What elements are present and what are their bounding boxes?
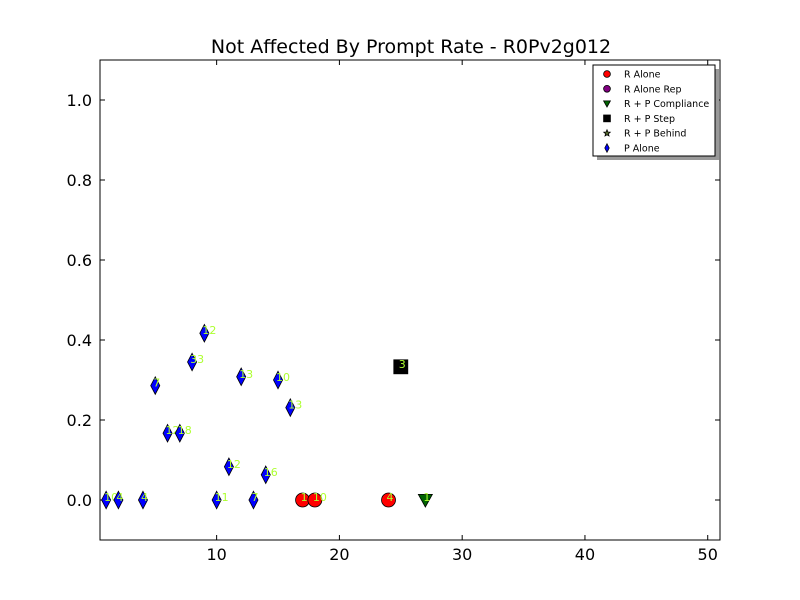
point-label: 16 (264, 466, 278, 479)
point-label: 13 (288, 399, 302, 412)
point-p-alone (285, 397, 296, 418)
x-tick-label: 10 (206, 545, 226, 564)
y-tick-label: 0.8 (67, 171, 92, 190)
point-label: 13 (239, 368, 253, 381)
point-label: 4 (141, 491, 148, 504)
y-tick-label: 0.2 (67, 411, 92, 430)
point-r-alone (381, 492, 396, 508)
point-label: 11 (215, 491, 229, 504)
legend-marker-r-p-behind (602, 128, 612, 137)
point-label: 12 (227, 458, 241, 471)
point-label: 4 (387, 491, 394, 504)
legend-marker-r-alone-rep (603, 85, 611, 93)
x-tick-label: 20 (329, 545, 349, 564)
point-r-p-compliance (417, 493, 434, 508)
point-label: 7 (251, 491, 258, 504)
point-r-p-step (393, 359, 409, 375)
point-label: 33 (190, 353, 204, 366)
point-p-alone (273, 370, 284, 390)
legend-marker-r-alone (603, 70, 611, 78)
point-p-alone (260, 465, 271, 485)
plot-frame (99, 59, 721, 541)
x-tick-label: 30 (452, 545, 472, 564)
point-p-alone (211, 490, 222, 510)
legend-entry-p-alone: P Alone (624, 144, 660, 155)
point-p-alone (223, 457, 234, 477)
legend-entry-r-p-step: R + P Step (624, 114, 675, 125)
point-r-alone (307, 492, 323, 508)
y-tick-label: 0.4 (67, 331, 92, 350)
legend-marker-r-p-compliance (602, 100, 612, 108)
point-p-alone (137, 490, 148, 510)
legend-entry-r-alone: R Alone (624, 70, 661, 81)
point-label: 1 (423, 491, 430, 504)
point-p-alone (236, 367, 247, 387)
legend-entry-r-p-compliance: R + P Compliance (624, 99, 709, 110)
legend-entry-r-p-behind: R + P Behind (624, 129, 686, 140)
x-tick-label: 50 (698, 545, 718, 564)
point-p-alone (174, 423, 185, 443)
point-p-alone (150, 375, 161, 396)
legend-entry-r-alone-rep: R Alone Rep (624, 84, 682, 95)
legend: R Alone R Alone Rep R + P Compliance R + P … (592, 64, 719, 160)
point-label: 7 (153, 377, 160, 390)
point-label: 10 (276, 371, 290, 384)
x-tick-label: 40 (575, 545, 595, 564)
y-tick-label: 0.0 (67, 491, 92, 510)
y-tick-label: 1.0 (67, 91, 92, 110)
chart-title: Not Affected By Prompt Rate - R0Pv2g012 (211, 36, 611, 58)
legend-box (592, 64, 716, 157)
point-label: 12 (202, 324, 216, 337)
axis-ticks: 10 20 30 40 50 0.0 0.2 0.4 0.6 0.8 1.0 (67, 60, 720, 564)
point-p-alone (199, 323, 210, 343)
legend-marker-r-p-step (603, 114, 611, 123)
point-p-alone (248, 490, 259, 510)
point-p-alone (113, 490, 124, 510)
point-label: 4 (116, 491, 123, 504)
y-tick-label: 0.6 (67, 251, 92, 270)
point-label: 1 (301, 491, 308, 504)
point-label: 3 (399, 358, 406, 371)
point-p-alone (162, 423, 173, 443)
point-label: 10 (313, 491, 327, 504)
legend-marker-p-alone (604, 142, 610, 154)
point-p-alone (101, 490, 112, 510)
point-p-alone (187, 352, 198, 372)
point-label: 18 (178, 424, 192, 437)
